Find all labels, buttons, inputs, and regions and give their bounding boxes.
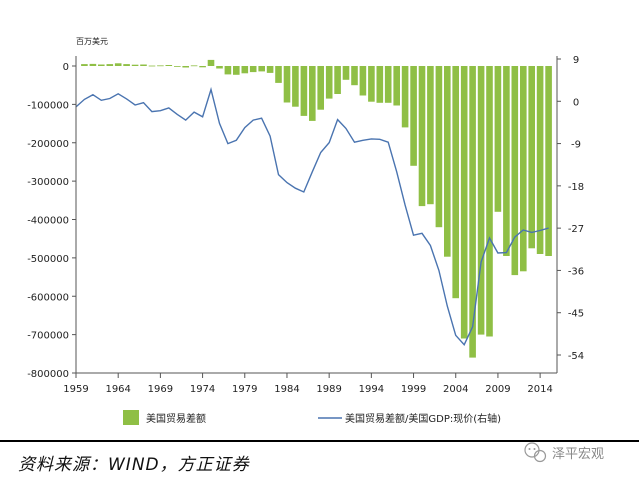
bar-1962: [98, 64, 105, 66]
left-tick-label--800000: -800000: [27, 369, 69, 380]
bars-layer: [81, 59, 552, 358]
bar-1960: [81, 64, 88, 66]
x-tick-label-1984: 1984: [274, 384, 299, 395]
line-layer: [75, 86, 549, 346]
x-tick-label-1999: 1999: [401, 384, 426, 395]
left-tick-label--300000: -300000: [27, 177, 69, 188]
right-tick-label--54: -54: [568, 351, 584, 362]
ratio-line: [75, 86, 549, 346]
x-tick-label-1974: 1974: [190, 384, 215, 395]
bar-1973: [190, 65, 198, 67]
bar-1982: [266, 66, 274, 73]
x-tick-label-1994: 1994: [359, 384, 384, 395]
bar-1967: [140, 64, 147, 66]
bar-1968: [148, 65, 156, 67]
x-tick-label-1989: 1989: [316, 384, 341, 395]
bar-2008: [486, 66, 493, 337]
bar-1969: [157, 65, 164, 67]
right-tick-label--36: -36: [568, 266, 584, 277]
bar-1979: [241, 66, 249, 74]
right-tick-label--18: -18: [568, 182, 584, 193]
bar-1998: [401, 66, 409, 128]
x-tick-label-2014: 2014: [527, 384, 552, 395]
bar-1961: [89, 63, 97, 66]
bar-2005: [460, 66, 468, 339]
x-tick-label-2004: 2004: [443, 384, 468, 395]
bar-1987: [309, 66, 316, 121]
left-tick-label--200000: -200000: [27, 139, 69, 150]
bar-1965: [123, 64, 130, 66]
bar-1997: [393, 66, 400, 106]
bar-1993: [359, 66, 367, 96]
right-tick-label-0: 0: [573, 97, 579, 108]
left-tick-label--500000: -500000: [27, 254, 69, 265]
right-tick-label--27: -27: [568, 224, 584, 235]
bar-1975: [207, 59, 215, 66]
bar-1992: [351, 66, 358, 86]
bar-1978: [233, 66, 240, 75]
bar-2002: [435, 66, 443, 228]
x-tick-label-1979: 1979: [232, 384, 257, 395]
axes-layer: [75, 56, 558, 374]
bar-2012: [520, 66, 527, 272]
bar-2011: [511, 66, 519, 276]
bar-1981: [258, 66, 265, 72]
bar-1991: [342, 66, 350, 80]
bar-1964: [114, 63, 122, 66]
x-tick-label-2009: 2009: [485, 384, 510, 395]
bar-2004: [452, 66, 459, 299]
bar-1976: [216, 66, 223, 69]
legend-bar-swatch: [123, 410, 139, 425]
bar-1994: [368, 66, 375, 102]
x-tick-label-1969: 1969: [148, 384, 173, 395]
bar-1970: [165, 65, 173, 66]
bar-1988: [317, 66, 324, 110]
left-tick-label--100000: -100000: [27, 100, 69, 111]
bar-1990: [334, 66, 341, 94]
bar-2013: [528, 66, 535, 249]
bar-2010: [503, 66, 510, 256]
bar-1966: [131, 64, 139, 66]
bar-1977: [224, 66, 232, 75]
x-tick-label-1964: 1964: [105, 384, 130, 395]
ticks-layer: 0 -100000 -200000 -300000 -400000 -500000 -600…: [27, 55, 584, 395]
wechat-icon: [524, 442, 547, 463]
bar-2014: [536, 66, 544, 254]
left-tick-label--700000: -700000: [27, 331, 69, 342]
right-tick-label--45: -45: [568, 309, 584, 320]
right-tick-label-9: 9: [573, 55, 579, 66]
bar-2015: [545, 66, 552, 256]
bar-1984: [283, 66, 291, 103]
left-tick-label--400000: -400000: [27, 216, 69, 227]
bar-1995: [376, 66, 384, 103]
legend-line-label: 美国贸易差额/美国GDP:现价(右轴): [345, 412, 501, 425]
legend-bar-label: 美国贸易差额: [146, 412, 206, 425]
bar-1989: [325, 66, 333, 99]
bar-1980: [249, 66, 257, 73]
bar-2007: [477, 66, 485, 335]
bar-1974: [199, 66, 206, 68]
unit-label: 百万美元: [76, 36, 108, 46]
brand-label: 泽平宏观: [552, 447, 604, 462]
bar-1996: [384, 66, 392, 103]
bar-1985: [292, 66, 299, 107]
bar-2006: [469, 66, 476, 358]
left-tick-label--600000: -600000: [27, 292, 69, 303]
bar-2009: [494, 66, 502, 212]
bar-1971: [174, 66, 181, 67]
bar-1972: [182, 66, 189, 68]
x-tick-label-1959: 1959: [63, 384, 88, 395]
bar-2003: [444, 66, 451, 257]
right-tick-label--9: -9: [571, 140, 581, 151]
bar-2000: [418, 66, 426, 207]
bar-1983: [275, 66, 282, 83]
source-note: 资料来源：WIND，方正证券: [18, 455, 251, 475]
bar-1986: [300, 66, 308, 116]
bar-1999: [410, 66, 417, 166]
bar-1963: [106, 64, 114, 66]
bar-2001: [427, 66, 434, 205]
left-tick-label-0: 0: [63, 62, 69, 73]
